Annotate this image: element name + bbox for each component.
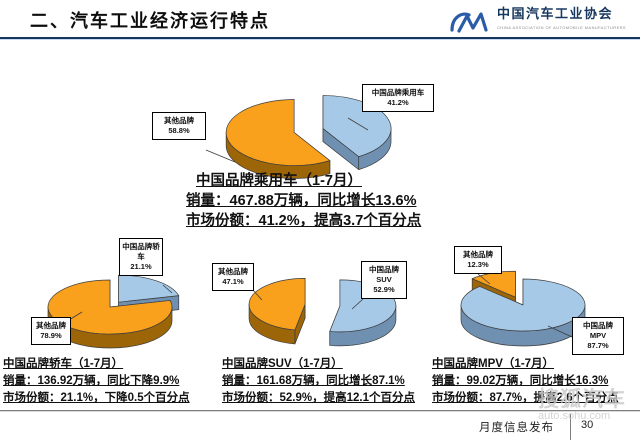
label-passenger-china: 中国品牌乘用车 41.2% bbox=[362, 84, 434, 112]
label-suv-china: 中国品牌SUV 52.9% bbox=[361, 261, 407, 299]
footer-label: 月度信息发布 bbox=[479, 422, 554, 434]
sedan-caption-title: 中国品牌轿车（1-7月） bbox=[3, 358, 124, 370]
pie-chart-passenger bbox=[205, 95, 392, 179]
suv-caption-share: 市场份额：52.9%，提高12.1个百分点 bbox=[222, 392, 415, 404]
caam-logo-icon bbox=[446, 7, 490, 42]
label-mpv-china: 中国品牌MPV 87.7% bbox=[572, 317, 624, 355]
passenger-summary-share: 市场份额：41.2%，提高3.7个百分点 bbox=[186, 213, 422, 229]
label-suv-other: 其他品牌 47.1% bbox=[212, 263, 254, 291]
mpv-caption: 中国品牌MPV（1-7月） 销量：99.02万辆，同比增长16.3% 市场份额：… bbox=[432, 356, 619, 407]
footer-rule bbox=[0, 410, 640, 411]
mpv-caption-sales: 销量：99.02万辆，同比增长16.3% bbox=[432, 375, 609, 387]
passenger-summary-sales: 销量：467.88万辆，同比增长13.6% bbox=[186, 193, 417, 209]
page-title: 二、汽车工业经济运行特点 bbox=[30, 11, 270, 31]
caam-logo-name: 中国汽车工业协会 bbox=[497, 6, 614, 21]
caam-logo-text: 中国汽车工业协会 CHINA ASSOCIATION OF AUTOMOBILE… bbox=[497, 5, 626, 30]
label-passenger-other: 其他品牌 58.8% bbox=[152, 112, 206, 140]
pie-chart-sedan bbox=[47, 274, 180, 349]
footer-divider bbox=[570, 414, 571, 440]
sedan-caption: 中国品牌轿车（1-7月） 销量：136.92万辆，同比下降9.9% 市场份额：2… bbox=[3, 356, 190, 407]
title-underline-light bbox=[0, 39, 640, 40]
passenger-summary-title: 中国品牌乘用车（1-7月） bbox=[196, 173, 362, 189]
suv-caption-sales: 销量：161.68万辆，同比增长87.1% bbox=[222, 375, 405, 387]
pie-chart-suv bbox=[248, 278, 397, 347]
suv-caption: 中国品牌SUV（1-7月） 销量：161.68万辆，同比增长87.1% 市场份额… bbox=[222, 356, 415, 407]
mpv-caption-share: 市场份额：87.7%，提高2.6个百分点 bbox=[432, 392, 619, 404]
pie-chart-mpv bbox=[460, 270, 586, 347]
title-underline bbox=[0, 37, 640, 39]
label-mpv-other: 其他品牌 12.3% bbox=[454, 246, 502, 274]
page-number: 30 bbox=[581, 419, 594, 431]
mpv-caption-title: 中国品牌MPV（1-7月） bbox=[432, 358, 555, 370]
passenger-summary: 中国品牌乘用车（1-7月） 销量：467.88万辆，同比增长13.6% 市场份额… bbox=[186, 171, 421, 231]
caam-logo: 中国汽车工业协会 CHINA ASSOCIATION OF AUTOMOBILE… bbox=[446, 5, 626, 42]
label-sedan-other: 其他品牌 78.9% bbox=[31, 317, 71, 345]
label-sedan-china: 中国品牌轿车 21.1% bbox=[119, 238, 163, 276]
caam-logo-subname: CHINA ASSOCIATION OF AUTOMOBILE MANUFACT… bbox=[497, 25, 626, 30]
sedan-caption-sales: 销量：136.92万辆，同比下降9.9% bbox=[3, 375, 180, 387]
suv-caption-title: 中国品牌SUV（1-7月） bbox=[222, 358, 343, 370]
sedan-caption-share: 市场份额：21.1%，下降0.5个百分点 bbox=[3, 392, 190, 404]
footer-rule-shadow bbox=[0, 411, 640, 412]
